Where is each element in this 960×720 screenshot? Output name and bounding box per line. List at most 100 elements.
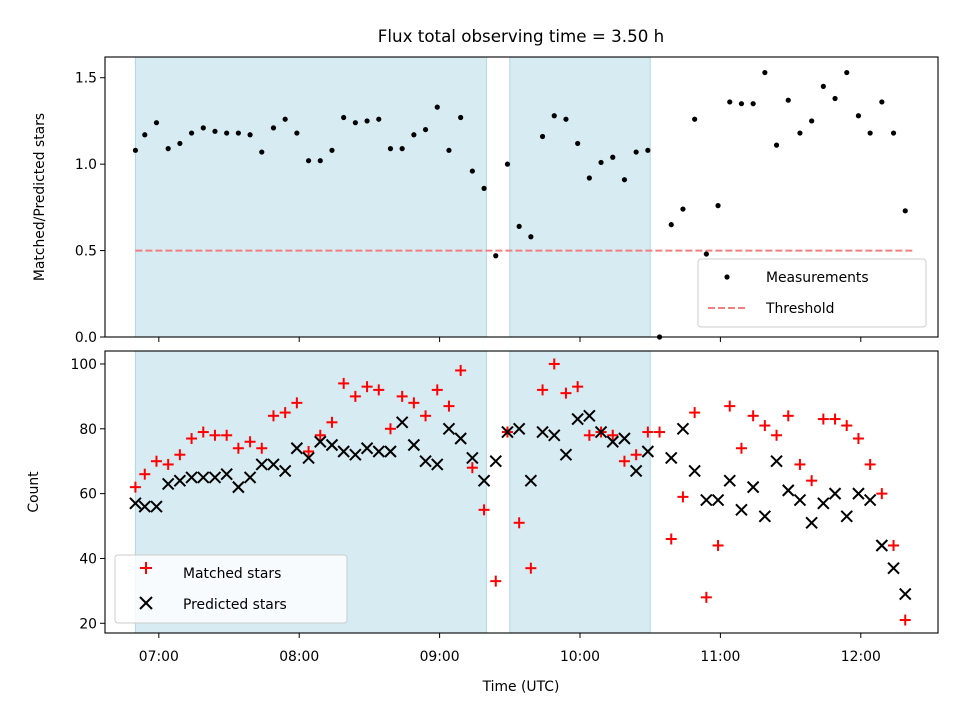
measurement-point xyxy=(270,125,277,131)
measurement-point xyxy=(551,113,557,119)
predicted-star-point xyxy=(548,429,561,442)
matched-star-point xyxy=(361,381,373,393)
predicted-star-point xyxy=(852,487,865,500)
legend-marker-measurements xyxy=(724,274,730,280)
predicted-star-point xyxy=(173,474,187,487)
matched-star-point xyxy=(537,384,549,396)
matched-star-point xyxy=(466,462,478,474)
chart-title: Flux total observing time = 3.50 h xyxy=(378,26,664,46)
measurement-point xyxy=(165,146,171,152)
matched-star-point xyxy=(256,442,268,454)
matched-star-point xyxy=(197,426,209,438)
matched-star-point xyxy=(420,410,432,422)
measurement-point xyxy=(598,159,604,166)
measurement-point xyxy=(493,253,499,259)
predicted-star-point xyxy=(629,464,643,478)
y-tick-label: 1.0 xyxy=(75,157,97,173)
matched-star-point xyxy=(162,458,174,470)
measurement-point xyxy=(294,130,300,136)
predicted-star-point xyxy=(290,442,304,455)
y-axis-label: Count xyxy=(26,471,42,513)
observing-window-span xyxy=(509,56,651,338)
measurement-point xyxy=(446,147,452,153)
predicted-star-point xyxy=(431,458,444,471)
predicted-star-point xyxy=(606,435,619,448)
predicted-star-point xyxy=(384,445,397,458)
matched-star-point xyxy=(303,445,315,457)
predicted-star-point xyxy=(337,445,350,458)
measurement-point xyxy=(563,116,569,122)
matched-star-point xyxy=(876,488,888,500)
matched-star-point xyxy=(759,420,771,432)
predicted-star-point xyxy=(267,458,280,471)
measurement-point xyxy=(305,158,312,164)
matched-star-point xyxy=(618,455,630,467)
matched-star-point xyxy=(829,413,841,425)
measurement-point xyxy=(902,208,908,214)
matched-star-point xyxy=(700,591,712,603)
predicted-star-point xyxy=(197,471,210,484)
measurement-point xyxy=(422,126,429,133)
x-axis-ticks xyxy=(158,337,862,342)
measurement-point xyxy=(317,158,323,164)
x-tick-label: 09:00 xyxy=(420,649,460,665)
observing-windows xyxy=(134,56,651,338)
predicted-star-point xyxy=(688,464,701,478)
legend-marker-predicted xyxy=(139,596,153,610)
measurement-point xyxy=(528,234,534,240)
predicted-star-point xyxy=(805,516,818,530)
measurement-point xyxy=(200,125,206,131)
y-tick-label: 0.5 xyxy=(75,244,97,260)
observing-window-span xyxy=(134,56,487,338)
predicted-star-point xyxy=(255,458,268,471)
measurement-point xyxy=(738,101,745,107)
y-tick-label: 60 xyxy=(79,487,97,503)
measurement-point xyxy=(282,116,288,122)
predicted-star-point xyxy=(559,448,573,461)
matched-star-point xyxy=(490,575,502,587)
y-axis-label: Matched/Predicted stars xyxy=(32,113,48,281)
predicted-star-point xyxy=(150,500,163,513)
matched-star-point xyxy=(689,407,701,419)
measurement-point xyxy=(586,175,592,181)
matched-star-point xyxy=(899,614,911,626)
matched-star-point xyxy=(607,429,619,441)
predicted-star-point xyxy=(594,425,608,439)
legend-box xyxy=(697,258,927,328)
measurement-point xyxy=(142,132,148,138)
matched-star-point xyxy=(724,400,736,412)
legend-label-measurements: Measurements xyxy=(766,270,869,286)
x-tick-label: 11:00 xyxy=(700,649,740,665)
legend-label-matched: Matched stars xyxy=(183,566,281,582)
y-tick-label: 0.0 xyxy=(75,330,97,346)
predicted-star-point xyxy=(129,497,142,510)
measurement-point xyxy=(247,132,253,138)
matched-star-point xyxy=(478,504,490,516)
predicted-star-point xyxy=(243,471,257,484)
predicted-star-point xyxy=(641,445,655,458)
measurement-point xyxy=(188,130,195,136)
measurement-point xyxy=(855,113,862,119)
predicted-star-point xyxy=(185,471,198,484)
measurement-point xyxy=(132,147,139,153)
count-legend: Matched stars Predicted stars xyxy=(114,554,348,624)
matched-star-point xyxy=(431,384,443,396)
legend-label-threshold: Threshold xyxy=(765,301,834,317)
matched-star-point xyxy=(150,455,162,467)
measurement-point xyxy=(259,149,265,155)
legend-box xyxy=(114,554,348,624)
predicted-star-point xyxy=(536,425,549,439)
matched-star-point xyxy=(338,377,350,389)
predicted-star-point xyxy=(454,432,467,445)
predicted-star-point xyxy=(442,422,456,436)
measurement-point xyxy=(153,120,160,126)
matched-star-point xyxy=(560,387,572,399)
predicted-star-point xyxy=(395,416,409,429)
matched-star-point xyxy=(806,475,818,487)
predicted-star-point xyxy=(314,435,327,448)
predicted-star-point xyxy=(840,510,853,523)
predicted-star-point xyxy=(758,510,772,523)
measurement-point xyxy=(575,140,581,147)
matched-star-point xyxy=(747,410,759,422)
matched-star-point xyxy=(209,429,221,441)
